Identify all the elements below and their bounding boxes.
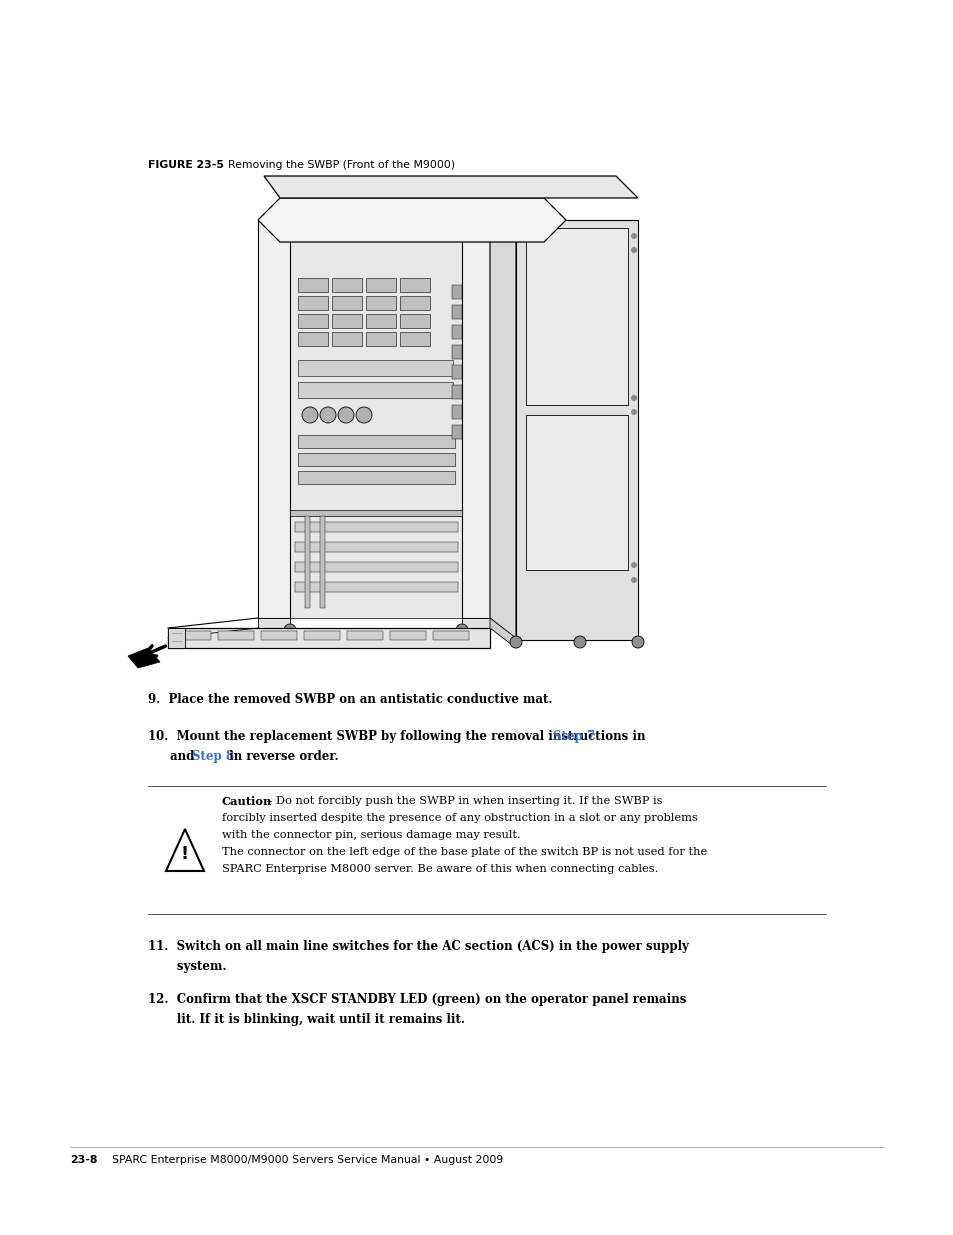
- Text: Step 8: Step 8: [192, 750, 233, 763]
- Circle shape: [337, 408, 354, 424]
- Polygon shape: [294, 542, 457, 552]
- Polygon shape: [366, 296, 395, 310]
- Text: !: !: [181, 845, 189, 863]
- Circle shape: [630, 409, 637, 415]
- Polygon shape: [168, 629, 490, 648]
- Polygon shape: [461, 618, 490, 629]
- Polygon shape: [332, 296, 361, 310]
- Text: forcibly inserted despite the presence of any obstruction in a slot or any probl: forcibly inserted despite the presence o…: [222, 813, 698, 823]
- Polygon shape: [461, 220, 490, 618]
- Circle shape: [630, 247, 637, 253]
- Circle shape: [284, 624, 295, 636]
- Polygon shape: [452, 285, 461, 299]
- Polygon shape: [332, 278, 361, 291]
- Polygon shape: [297, 359, 453, 375]
- Polygon shape: [433, 631, 469, 640]
- Circle shape: [631, 636, 643, 648]
- Polygon shape: [290, 510, 461, 516]
- Polygon shape: [128, 648, 160, 668]
- Text: SPARC Enterprise M8000/M9000 Servers Service Manual • August 2009: SPARC Enterprise M8000/M9000 Servers Ser…: [112, 1155, 503, 1165]
- Text: Removing the SWBP (Front of the M9000): Removing the SWBP (Front of the M9000): [221, 161, 455, 170]
- Polygon shape: [347, 631, 382, 640]
- Text: 12.  Confirm that the XSCF STANDBY LED (green) on the operator panel remains: 12. Confirm that the XSCF STANDBY LED (g…: [148, 993, 685, 1007]
- Text: 10.  Mount the replacement SWBP by following the removal instructions in: 10. Mount the replacement SWBP by follow…: [148, 730, 649, 743]
- Polygon shape: [261, 631, 296, 640]
- Polygon shape: [452, 305, 461, 319]
- Polygon shape: [294, 582, 457, 592]
- Polygon shape: [297, 471, 455, 484]
- Polygon shape: [332, 314, 361, 329]
- Circle shape: [456, 624, 468, 636]
- Polygon shape: [264, 177, 638, 198]
- Text: – Do not forcibly push the SWBP in when inserting it. If the SWBP is: – Do not forcibly push the SWBP in when …: [262, 797, 661, 806]
- Polygon shape: [525, 228, 627, 405]
- Text: in reverse order.: in reverse order.: [225, 750, 338, 763]
- Polygon shape: [490, 220, 516, 640]
- Polygon shape: [297, 435, 455, 448]
- Polygon shape: [366, 314, 395, 329]
- Circle shape: [302, 408, 317, 424]
- Text: Step 7: Step 7: [553, 730, 595, 743]
- Polygon shape: [452, 405, 461, 419]
- Circle shape: [630, 577, 637, 583]
- Polygon shape: [452, 425, 461, 438]
- Polygon shape: [297, 296, 328, 310]
- Text: 23-8: 23-8: [70, 1155, 97, 1165]
- Polygon shape: [399, 296, 430, 310]
- Polygon shape: [257, 220, 290, 618]
- Polygon shape: [297, 278, 328, 291]
- Polygon shape: [452, 385, 461, 399]
- Text: 9.  Place the removed SWBP on an antistatic conductive mat.: 9. Place the removed SWBP on an antistat…: [148, 693, 552, 706]
- Polygon shape: [297, 332, 328, 346]
- Polygon shape: [525, 415, 627, 571]
- Text: Caution: Caution: [222, 797, 273, 806]
- Circle shape: [630, 233, 637, 240]
- Polygon shape: [366, 332, 395, 346]
- Polygon shape: [399, 314, 430, 329]
- Polygon shape: [452, 345, 461, 359]
- Polygon shape: [174, 631, 211, 640]
- Circle shape: [630, 395, 637, 401]
- Text: and: and: [170, 750, 198, 763]
- Circle shape: [630, 562, 637, 568]
- Text: system.: system.: [148, 960, 226, 973]
- Polygon shape: [297, 314, 328, 329]
- Polygon shape: [490, 618, 516, 648]
- Polygon shape: [319, 516, 325, 608]
- Polygon shape: [332, 332, 361, 346]
- Text: 11.  Switch on all main line switches for the AC section (ACS) in the power supp: 11. Switch on all main line switches for…: [148, 940, 688, 953]
- Circle shape: [319, 408, 335, 424]
- Polygon shape: [297, 382, 453, 398]
- Polygon shape: [366, 278, 395, 291]
- Polygon shape: [305, 516, 310, 608]
- Polygon shape: [294, 522, 457, 532]
- Polygon shape: [390, 631, 426, 640]
- Text: with the connector pin, serious damage may result.: with the connector pin, serious damage m…: [222, 830, 520, 840]
- Text: SPARC Enterprise M8000 server. Be aware of this when connecting cables.: SPARC Enterprise M8000 server. Be aware …: [222, 864, 658, 874]
- Polygon shape: [304, 631, 339, 640]
- Polygon shape: [399, 278, 430, 291]
- Polygon shape: [218, 631, 253, 640]
- Text: FIGURE 23-5: FIGURE 23-5: [148, 161, 224, 170]
- Polygon shape: [257, 618, 290, 629]
- Polygon shape: [257, 198, 565, 242]
- Circle shape: [574, 636, 585, 648]
- Polygon shape: [452, 366, 461, 379]
- Polygon shape: [297, 453, 455, 466]
- Polygon shape: [294, 562, 457, 572]
- Polygon shape: [452, 325, 461, 338]
- Polygon shape: [516, 220, 638, 640]
- Circle shape: [510, 636, 521, 648]
- Polygon shape: [399, 332, 430, 346]
- Text: lit. If it is blinking, wait until it remains lit.: lit. If it is blinking, wait until it re…: [148, 1013, 464, 1026]
- Circle shape: [355, 408, 372, 424]
- Polygon shape: [290, 220, 461, 618]
- Polygon shape: [166, 829, 204, 871]
- Text: The connector on the left edge of the base plate of the switch BP is not used fo: The connector on the left edge of the ba…: [222, 847, 706, 857]
- Polygon shape: [168, 629, 185, 648]
